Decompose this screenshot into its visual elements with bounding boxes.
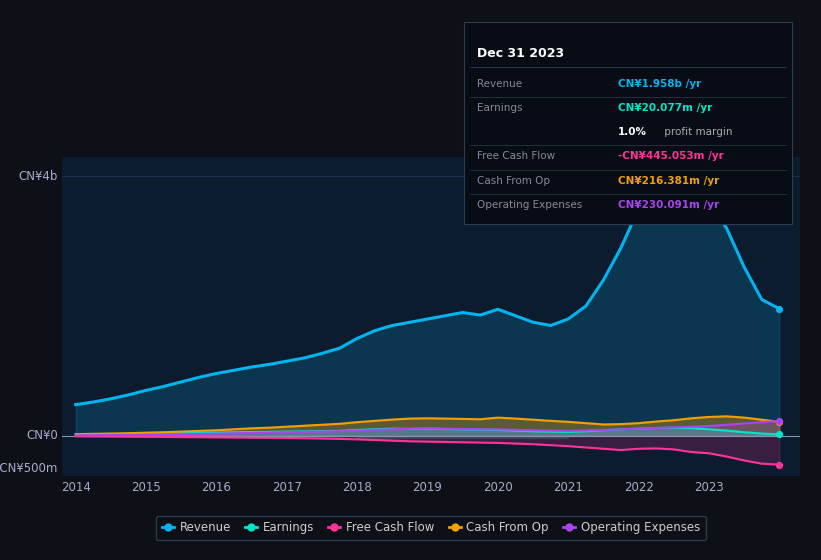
Text: Free Cash Flow: Free Cash Flow <box>477 151 555 161</box>
Text: Cash From Op: Cash From Op <box>477 176 550 185</box>
Text: CN¥1.958b /yr: CN¥1.958b /yr <box>618 79 701 89</box>
Text: CN¥216.381m /yr: CN¥216.381m /yr <box>618 176 719 185</box>
Text: -CN¥500m: -CN¥500m <box>0 461 57 475</box>
Point <box>773 417 786 426</box>
Text: Operating Expenses: Operating Expenses <box>477 200 582 210</box>
Text: CN¥0: CN¥0 <box>26 430 57 442</box>
Point <box>773 460 786 469</box>
Text: profit margin: profit margin <box>661 127 732 137</box>
Text: CN¥230.091m /yr: CN¥230.091m /yr <box>618 200 719 210</box>
Point <box>773 430 786 439</box>
Text: CN¥4b: CN¥4b <box>19 170 57 183</box>
Text: CN¥20.077m /yr: CN¥20.077m /yr <box>618 103 713 113</box>
Text: -CN¥445.053m /yr: -CN¥445.053m /yr <box>618 151 724 161</box>
Text: Revenue: Revenue <box>477 79 522 89</box>
Text: 1.0%: 1.0% <box>618 127 647 137</box>
Text: Dec 31 2023: Dec 31 2023 <box>477 46 564 59</box>
Point <box>773 417 786 426</box>
Legend: Revenue, Earnings, Free Cash Flow, Cash From Op, Operating Expenses: Revenue, Earnings, Free Cash Flow, Cash … <box>156 516 706 540</box>
Point <box>773 304 786 313</box>
Text: Earnings: Earnings <box>477 103 522 113</box>
